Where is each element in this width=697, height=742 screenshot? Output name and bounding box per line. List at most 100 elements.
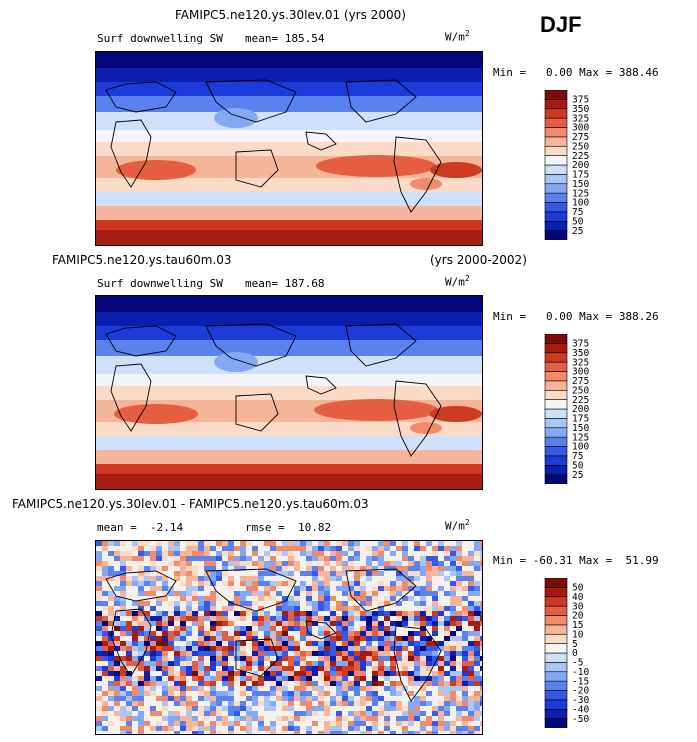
difference-cell	[324, 601, 330, 606]
difference-cell	[318, 591, 324, 596]
difference-cell	[234, 701, 240, 706]
difference-cell	[396, 581, 402, 586]
difference-cell	[234, 656, 240, 661]
difference-cell	[204, 556, 210, 561]
difference-cell	[300, 546, 306, 551]
difference-cell	[234, 721, 240, 726]
difference-cell	[378, 661, 384, 666]
difference-cell	[384, 641, 390, 646]
difference-cell	[408, 586, 414, 591]
difference-cell	[426, 561, 432, 566]
colorbar-swatch	[544, 615, 568, 626]
difference-cell	[156, 596, 162, 601]
difference-cell	[474, 541, 480, 546]
colorbar-tick-label: 150	[572, 423, 589, 434]
difference-cell	[102, 691, 108, 696]
difference-cell	[210, 571, 216, 576]
difference-cell	[378, 671, 384, 676]
difference-cell	[300, 696, 306, 701]
difference-cell	[132, 681, 138, 686]
difference-cell	[264, 706, 270, 711]
difference-cell	[210, 686, 216, 691]
difference-cell	[444, 646, 450, 651]
difference-cell	[444, 546, 450, 551]
difference-cell	[354, 651, 360, 656]
difference-cell	[288, 626, 294, 631]
difference-cell	[306, 596, 312, 601]
difference-cell	[318, 641, 324, 646]
difference-cell	[366, 716, 372, 721]
difference-cell	[438, 666, 444, 671]
difference-cell	[342, 731, 348, 734]
difference-cell	[450, 596, 456, 601]
difference-cell	[156, 556, 162, 561]
difference-cell	[384, 611, 390, 616]
difference-cell	[336, 666, 342, 671]
difference-cell	[450, 561, 456, 566]
difference-cell	[204, 636, 210, 641]
difference-cell	[174, 611, 180, 616]
difference-cell	[282, 706, 288, 711]
difference-cell	[264, 566, 270, 571]
season-label: DJF	[540, 12, 582, 37]
difference-cell	[228, 721, 234, 726]
difference-cell	[180, 636, 186, 641]
difference-cell	[222, 696, 228, 701]
colorbar-swatch	[544, 690, 568, 701]
difference-cell	[480, 636, 482, 641]
difference-cell	[282, 686, 288, 691]
colorbar-swatch	[544, 643, 568, 654]
difference-cell	[366, 621, 372, 626]
difference-cell	[402, 541, 408, 546]
difference-cell	[102, 626, 108, 631]
difference-cell	[336, 731, 342, 734]
difference-cell	[198, 596, 204, 601]
difference-cell	[474, 551, 480, 556]
difference-cell	[450, 606, 456, 611]
difference-cell	[330, 726, 336, 731]
difference-cell	[450, 691, 456, 696]
difference-cell	[162, 586, 168, 591]
difference-cell	[96, 716, 102, 721]
difference-cell	[138, 711, 144, 716]
difference-cell	[414, 676, 420, 681]
difference-cell	[336, 686, 342, 691]
difference-cell	[252, 671, 258, 676]
difference-cell	[390, 691, 396, 696]
difference-cell	[114, 551, 120, 556]
difference-cell	[480, 551, 482, 556]
difference-cell	[474, 711, 480, 716]
difference-cell	[330, 596, 336, 601]
difference-cell	[390, 596, 396, 601]
difference-cell	[420, 686, 426, 691]
difference-cell	[276, 651, 282, 656]
difference-cell	[414, 561, 420, 566]
difference-cell	[312, 671, 318, 676]
difference-cell	[408, 681, 414, 686]
colorbar-tick-label: -10	[572, 667, 589, 678]
difference-cell	[288, 606, 294, 611]
difference-cell	[276, 666, 282, 671]
difference-cell	[222, 676, 228, 681]
difference-cell	[138, 611, 144, 616]
difference-cell	[432, 611, 438, 616]
difference-cell	[426, 691, 432, 696]
difference-cell	[252, 696, 258, 701]
difference-cell	[138, 606, 144, 611]
difference-cell	[126, 551, 132, 556]
difference-cell	[324, 726, 330, 731]
difference-cell	[444, 626, 450, 631]
difference-cell	[228, 551, 234, 556]
difference-cell	[198, 656, 204, 661]
difference-cell	[462, 656, 468, 661]
colorbar-tick-label: -30	[572, 695, 589, 706]
difference-cell	[192, 666, 198, 671]
difference-cell	[264, 616, 270, 621]
difference-cell	[300, 691, 306, 696]
difference-cell	[216, 616, 222, 621]
difference-cell	[120, 686, 126, 691]
difference-cell	[378, 711, 384, 716]
difference-cell	[132, 556, 138, 561]
difference-cell	[120, 716, 126, 721]
difference-cell	[294, 726, 300, 731]
